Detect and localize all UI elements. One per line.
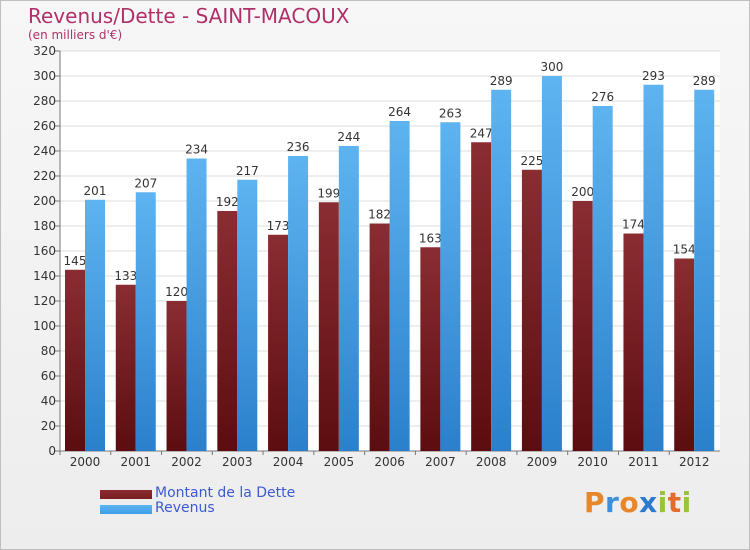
bar-debt (369, 223, 390, 451)
y-tick-label: 120 (33, 294, 56, 308)
legend-label-debt: Montant de la Dette (155, 485, 296, 501)
y-tick-label: 260 (33, 119, 56, 133)
chart-title: Revenus/Dette - SAINT-MACOUX (28, 4, 350, 28)
bar-revenue (440, 122, 461, 451)
bar-revenue (288, 156, 309, 451)
data-label-revenue: 263 (439, 106, 462, 120)
x-tick-label: 2001 (120, 455, 151, 469)
data-label-debt: 120 (165, 285, 188, 299)
bar-debt (572, 201, 593, 451)
bar-revenue (85, 199, 105, 451)
x-tick-label: 2000 (70, 455, 101, 469)
y-tick-label: 280 (33, 94, 56, 108)
y-tick-label: 140 (33, 269, 56, 283)
bar-revenue (643, 84, 664, 451)
bar-debt (471, 142, 492, 451)
data-label-revenue: 293 (642, 69, 665, 83)
data-label-revenue: 236 (287, 140, 310, 154)
proxiti-logo: Proxiti (584, 486, 692, 519)
x-tick-label: 2003 (222, 455, 253, 469)
logo-letter: i (657, 486, 668, 519)
x-tick-label: 2006 (374, 455, 405, 469)
y-tick-label: 240 (33, 144, 56, 158)
logo-letter: P (584, 486, 606, 519)
legend-swatch-revenue (100, 505, 152, 514)
y-tick-label: 300 (33, 69, 56, 83)
data-label-debt: 182 (368, 208, 391, 222)
x-tick-label: 2010 (577, 455, 608, 469)
bar-debt (217, 211, 238, 451)
data-label-debt: 225 (520, 154, 543, 168)
data-label-revenue: 276 (591, 90, 614, 104)
data-label-debt: 247 (470, 126, 493, 140)
y-tick-label: 320 (33, 44, 56, 58)
bar-revenue (389, 121, 410, 451)
data-label-debt: 199 (317, 186, 340, 200)
logo-letter: r (605, 486, 620, 519)
data-label-revenue: 300 (540, 60, 563, 74)
x-tick-label: 2004 (273, 455, 304, 469)
data-label-debt: 145 (64, 254, 87, 268)
data-label-debt: 174 (622, 218, 645, 232)
x-tick-label: 2005 (324, 455, 355, 469)
data-label-revenue: 244 (337, 130, 360, 144)
logo-letter: o (619, 486, 640, 519)
data-label-revenue: 264 (388, 105, 411, 119)
data-label-revenue: 234 (185, 143, 208, 157)
y-tick-label: 220 (33, 169, 56, 183)
legend-swatch-debt (100, 490, 152, 499)
data-label-revenue: 207 (134, 176, 157, 190)
bar-debt (65, 269, 85, 451)
data-label-revenue: 289 (490, 74, 513, 88)
data-label-debt: 133 (114, 269, 137, 283)
y-tick-label: 200 (33, 194, 56, 208)
x-tick-label: 2008 (476, 455, 507, 469)
bar-revenue (135, 192, 156, 451)
y-tick-label: 20 (41, 419, 56, 433)
legend-label-revenue: Revenus (155, 500, 215, 516)
y-tick-label: 160 (33, 244, 56, 258)
x-tick-label: 2002 (171, 455, 202, 469)
y-tick-label: 0 (48, 444, 56, 458)
x-tick-label: 2009 (527, 455, 558, 469)
bar-revenue (694, 89, 715, 451)
bar-revenue (237, 179, 258, 451)
x-tick-label: 2012 (679, 455, 710, 469)
data-label-debt: 163 (419, 231, 442, 245)
y-tick-label: 100 (33, 319, 56, 333)
y-tick-label: 60 (41, 369, 56, 383)
data-label-debt: 173 (267, 219, 290, 233)
logo-letter: i (681, 486, 692, 519)
bar-debt (166, 301, 187, 451)
chart-subtitle: (en milliers d'€) (28, 28, 123, 42)
data-label-revenue: 289 (693, 74, 716, 88)
bar-revenue (338, 146, 359, 451)
bar-debt (521, 169, 542, 451)
y-tick-label: 80 (41, 344, 56, 358)
y-tick-label: 40 (41, 394, 56, 408)
x-tick-label: 2007 (425, 455, 456, 469)
bar-debt (318, 202, 339, 451)
bar-revenue (186, 158, 207, 451)
bar-revenue (592, 106, 613, 451)
bar-debt (268, 234, 289, 451)
y-tick-label: 180 (33, 219, 56, 233)
bar-debt (674, 258, 695, 451)
bar-debt (115, 284, 136, 451)
logo-letter: t (667, 486, 682, 519)
logo-letter: x (639, 486, 658, 519)
bar-debt (623, 233, 644, 451)
data-label-revenue: 217 (236, 164, 259, 178)
bar-revenue (541, 76, 562, 451)
data-label-debt: 200 (571, 185, 594, 199)
bar-debt (420, 247, 441, 451)
data-label-debt: 192 (216, 195, 239, 209)
data-label-debt: 154 (673, 243, 696, 257)
data-label-revenue: 201 (84, 184, 107, 198)
bar-revenue (491, 89, 512, 451)
x-tick-label: 2011 (628, 455, 659, 469)
